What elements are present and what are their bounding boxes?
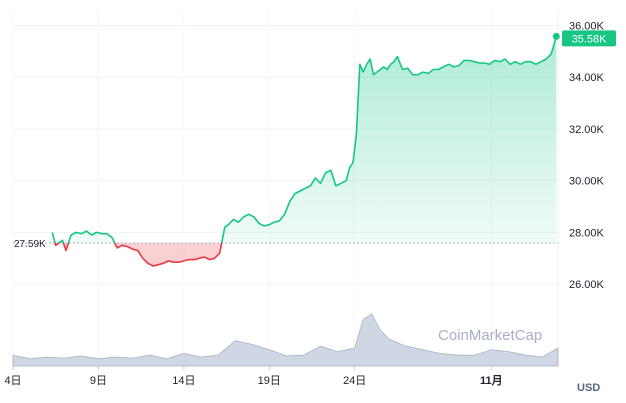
y-tick-label: 32.00K <box>569 124 605 136</box>
x-tick-label: 4日 <box>4 375 21 387</box>
y-tick-label: 26.00K <box>569 279 605 291</box>
price-line-below <box>54 243 223 267</box>
last-price-badge: 35.58K <box>562 30 616 47</box>
x-tick-label: 14日 <box>172 375 195 387</box>
y-tick-label: 34.00K <box>569 72 605 84</box>
currency-label: USD <box>577 382 600 394</box>
last-price-label: 35.58K <box>572 33 608 45</box>
price-area-above <box>52 36 557 244</box>
price-area-below <box>55 243 222 266</box>
volume-area <box>12 313 559 367</box>
y-tick-label: 28.00K <box>569 227 605 239</box>
volume-series <box>12 313 559 367</box>
y-tick-label: 30.00K <box>569 176 605 188</box>
watermark-text: CoinMarketCap <box>438 327 542 344</box>
baseline-label: 27.59K <box>14 239 46 250</box>
last-price-dot <box>552 32 560 40</box>
price-line-above <box>51 36 558 244</box>
x-tick-label: 19日 <box>258 375 281 387</box>
x-tick-label: 9日 <box>90 375 107 387</box>
y-tick-label: 36.00K <box>569 21 605 33</box>
x-tick-label: 24日 <box>343 375 366 387</box>
x-tick-label: 11月 <box>480 374 503 387</box>
